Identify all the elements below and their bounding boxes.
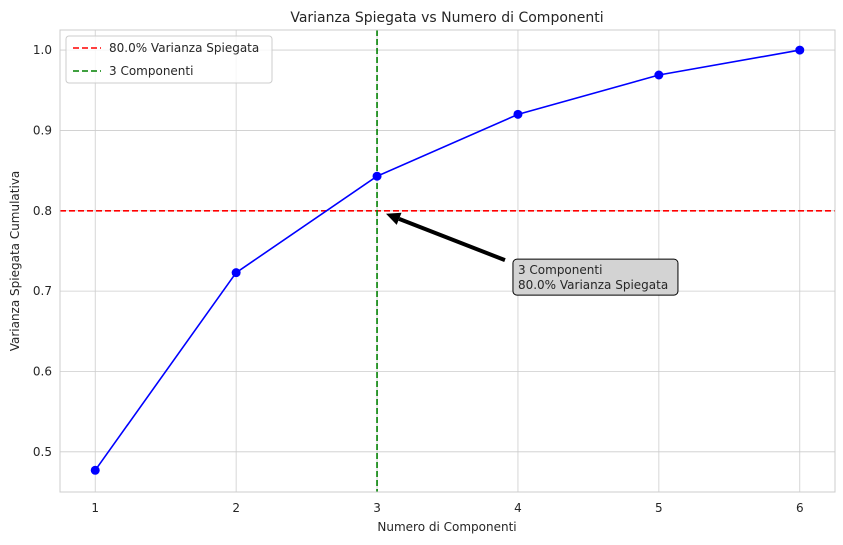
reference-lines: [60, 30, 835, 492]
y-axis-label: Varianza Spiegata Cumulativa: [8, 171, 22, 352]
x-tick-label: 2: [232, 501, 240, 515]
y-tick-label: 0.9: [33, 123, 52, 137]
legend-label-horizontal-line: 80.0% Varianza Spiegata: [109, 41, 259, 55]
annotation-text: 3 Componenti: [518, 263, 602, 277]
legend-label-vertical-line: 3 Componenti: [109, 64, 193, 78]
grid: [60, 30, 835, 492]
legend-box: [65, 35, 273, 84]
x-tick-label: 6: [796, 501, 804, 515]
data-point: [231, 268, 241, 278]
x-ticks: 1 2 3 4 5 6: [91, 501, 803, 515]
data-point: [372, 171, 382, 181]
series-line: [94, 49, 800, 471]
annotation-text: 80.0% Varianza Spiegata: [518, 278, 668, 292]
x-tick-label: 5: [655, 501, 663, 515]
axes-frame: [59, 29, 836, 493]
annotation-box: [512, 258, 679, 296]
series: [90, 45, 805, 475]
y-tick-label: 0.8: [33, 204, 52, 218]
y-ticks: 0.5 0.6 0.7 0.8 0.9 1.0: [33, 43, 52, 459]
data-point: [795, 45, 805, 55]
x-tick-label: 3: [373, 501, 381, 515]
x-tick-label: 4: [514, 501, 522, 515]
x-tick-label: 1: [91, 501, 99, 515]
x-axis-label: Numero di Componenti: [377, 520, 516, 534]
annotation-arrow-head: [386, 212, 402, 225]
annotation-arrow-shaft: [398, 217, 506, 262]
y-tick-label: 0.6: [33, 364, 52, 378]
legend: 80.0% Varianza Spiegata 3 Componenti: [65, 35, 273, 84]
y-tick-label: 0.5: [33, 445, 52, 459]
y-tick-label: 0.7: [33, 284, 52, 298]
y-tick-label: 1.0: [33, 43, 52, 57]
chart-title: Varianza Spiegata vs Numero di Component…: [290, 10, 603, 26]
data-point: [654, 70, 664, 80]
data-point: [90, 465, 100, 475]
data-point: [513, 109, 523, 119]
